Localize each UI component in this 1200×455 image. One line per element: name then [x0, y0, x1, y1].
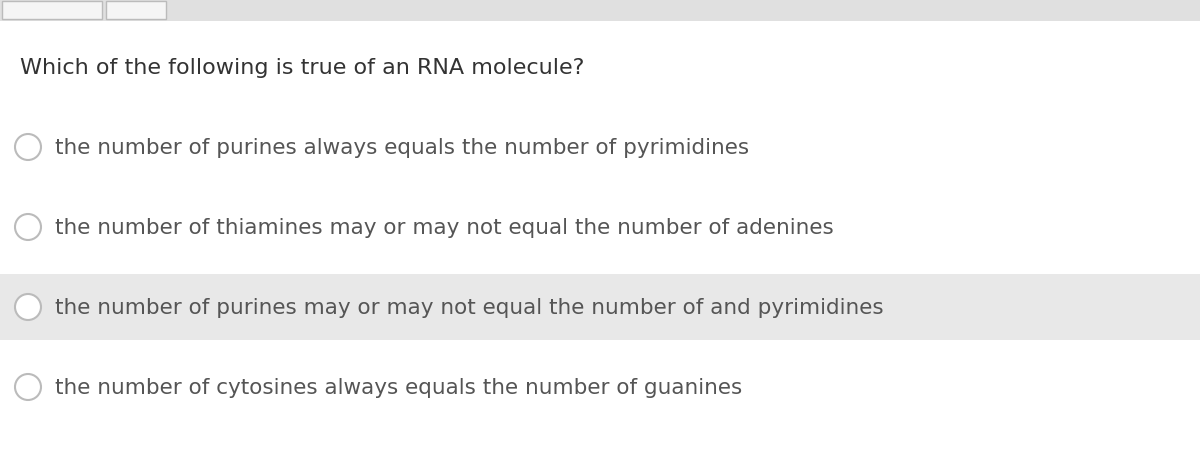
Bar: [0, 274, 1200, 340]
Circle shape: [14, 214, 41, 241]
Circle shape: [14, 294, 41, 320]
Text: the number of cytosines always equals the number of guanines: the number of cytosines always equals th…: [55, 377, 743, 397]
FancyBboxPatch shape: [2, 2, 102, 20]
Text: Which of the following is true of an RNA molecule?: Which of the following is true of an RNA…: [20, 58, 584, 78]
Text: the number of purines always equals the number of pyrimidines: the number of purines always equals the …: [55, 138, 749, 157]
FancyBboxPatch shape: [106, 2, 166, 20]
Text: the number of purines may or may not equal the number of and pyrimidines: the number of purines may or may not equ…: [55, 298, 883, 317]
Circle shape: [14, 374, 41, 400]
Bar: [0, 0, 1200, 22]
Circle shape: [14, 135, 41, 161]
Text: the number of thiamines may or may not equal the number of adenines: the number of thiamines may or may not e…: [55, 217, 834, 238]
